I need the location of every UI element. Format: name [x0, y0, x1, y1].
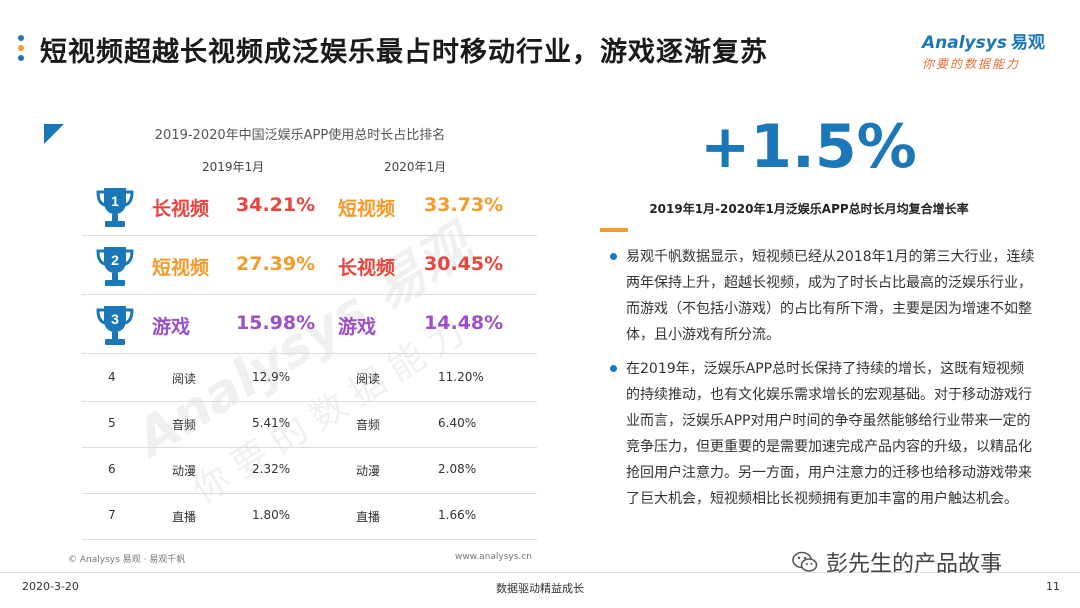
- title-dot: [18, 55, 24, 61]
- logo-brand-en: Analysys: [922, 33, 1007, 53]
- ranking-row: 5 音频 5.41% 音频 6.40%: [82, 402, 537, 448]
- share-2020: 33.73%: [424, 194, 504, 216]
- category-2019: 直播: [172, 510, 197, 524]
- rank-number: 6: [108, 462, 116, 476]
- wechat-watermark: 彭先生的产品故事: [792, 546, 1002, 578]
- page-title: 短视频超越长视频成泛娱乐最占时移动行业，游戏逐渐复苏: [40, 37, 768, 68]
- category-2020: 游戏: [338, 316, 377, 338]
- page-number: 11: [1046, 580, 1060, 593]
- corner-mark: [44, 124, 64, 144]
- ranking-row: 7 直播 1.80% 直播 1.66%: [82, 494, 537, 540]
- wechat-name: 彭先生的产品故事: [826, 552, 1003, 577]
- category-2019: 长视频: [152, 198, 210, 220]
- logo: Analysys 易观 你要的数据能力: [922, 28, 1062, 74]
- logo-tagline: 你要的数据能力: [922, 57, 1021, 71]
- category-2020: 阅读: [356, 372, 381, 386]
- share-2019: 2.32%: [252, 462, 291, 476]
- ranking-row: 4 阅读 12.9% 阅读 11.20%: [82, 356, 537, 402]
- rank-number: 5: [108, 416, 116, 430]
- footer-slogan: 数据驱动精益成长: [496, 582, 584, 595]
- category-2020: 音频: [356, 418, 381, 432]
- logo-brand-cn: 易观: [1010, 33, 1045, 53]
- share-2020: 1.66%: [438, 508, 477, 522]
- svg-text:1: 1: [111, 193, 119, 209]
- col-header-2019: 2019年1月: [202, 160, 265, 174]
- source-right: www.analysys.cn: [455, 552, 532, 562]
- ranking-row: 6 动漫 2.32% 动漫 2.08%: [82, 448, 537, 494]
- footer-date: 2020-3-20: [22, 580, 79, 593]
- category-2020: 直播: [356, 510, 381, 524]
- ranking-row-top: 2 短视频 27.39% 长视频 30.45%: [82, 237, 537, 295]
- ranking-row-top: 3 游戏 15.98% 游戏 14.48%: [82, 296, 537, 354]
- wechat-icon: [792, 551, 818, 572]
- share-2020: 2.08%: [438, 462, 477, 476]
- table-title: 2019-2020年中国泛娱乐APP使用总时长占比排名: [154, 128, 446, 143]
- share-2020: 11.20%: [438, 370, 484, 384]
- share-2019: 34.21%: [236, 194, 316, 216]
- ranking-row-top: 1 长视频 34.21% 短视频 33.73%: [82, 178, 537, 236]
- share-2020: 14.48%: [424, 312, 504, 334]
- footer-divider: [0, 572, 1080, 573]
- trophy-icon: 3: [94, 302, 136, 348]
- growth-value: +1.5%: [700, 112, 917, 182]
- category-2019: 动漫: [172, 464, 197, 478]
- rank-number: 4: [108, 370, 116, 384]
- bullet-paragraph: 易观千帆数据显示，短视频已经从2018年1月的第三大行业，连续两年保持上升，超越…: [608, 244, 1038, 348]
- title-dot: [18, 35, 24, 41]
- share-2019: 5.41%: [252, 416, 291, 430]
- title-dots: [18, 35, 26, 65]
- trophy-icon: 2: [94, 243, 136, 289]
- source-left: © Analysys 易观 · 易观千帆: [68, 555, 186, 565]
- share-2020: 6.40%: [438, 416, 477, 430]
- category-2019: 音频: [172, 418, 197, 432]
- category-2020: 短视频: [338, 198, 396, 220]
- share-2019: 27.39%: [236, 253, 316, 275]
- share-2019: 12.9%: [252, 370, 291, 384]
- share-2019: 15.98%: [236, 312, 316, 334]
- svg-text:2: 2: [111, 252, 119, 268]
- col-header-2020: 2020年1月: [384, 160, 447, 174]
- share-2019: 1.80%: [252, 508, 291, 522]
- growth-label: 2019年1月-2020年1月泛娱乐APP总时长月均复合增长率: [649, 202, 969, 216]
- category-2020: 动漫: [356, 464, 381, 478]
- category-2019: 游戏: [152, 316, 191, 338]
- bullet-paragraph: 在2019年，泛娱乐APP总时长保持了持续的增长，这既有短视频的持续推动，也有文…: [608, 356, 1038, 512]
- rank-number: 7: [108, 508, 116, 522]
- svg-text:3: 3: [111, 311, 119, 327]
- title-dot: [18, 45, 24, 51]
- category-2019: 短视频: [152, 257, 210, 279]
- trophy-icon: 1: [94, 184, 136, 230]
- category-2019: 阅读: [172, 372, 197, 386]
- category-2020: 长视频: [338, 257, 396, 279]
- share-2020: 30.45%: [424, 253, 504, 275]
- accent-bar: [600, 228, 628, 232]
- logo-brand: Analysys 易观: [922, 28, 1062, 53]
